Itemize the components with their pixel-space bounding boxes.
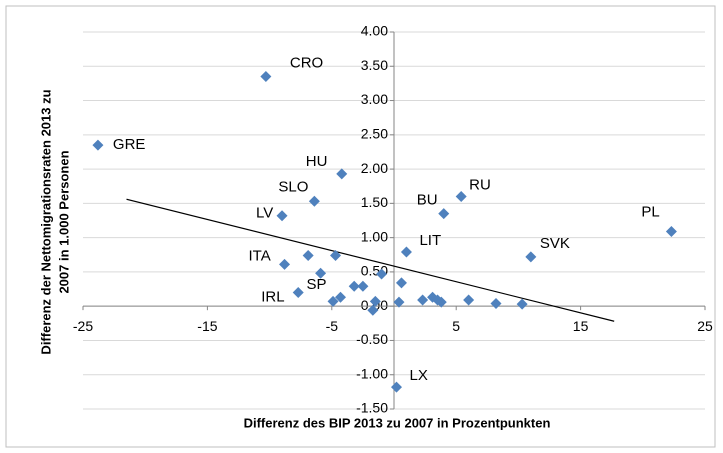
- marker: [315, 267, 327, 279]
- marker: [525, 251, 537, 263]
- x-tick-label: 5: [452, 318, 460, 334]
- point-label: CRO: [290, 55, 323, 72]
- marker: [376, 268, 388, 280]
- marker: [516, 298, 528, 310]
- x-tick-label: 15: [573, 318, 589, 334]
- marker: [335, 291, 347, 303]
- y-axis-title-line: Differenz der Nettomigrationsraten 2013 …: [38, 89, 53, 354]
- x-axis-title: Differenz des BIP 2013 zu 2007 in Prozen…: [244, 415, 551, 430]
- marker: [348, 280, 360, 292]
- marker: [327, 295, 339, 307]
- y-tick-label: 2.00: [361, 160, 388, 176]
- y-axis-title-line: 2007 in 1.000 Personen: [56, 150, 71, 293]
- marker: [417, 294, 429, 306]
- marker: [455, 191, 467, 203]
- marker: [400, 246, 412, 258]
- point-label: LV: [256, 205, 273, 222]
- point-label: SLO: [278, 178, 308, 195]
- marker: [490, 297, 502, 309]
- point-label: LX: [409, 367, 427, 384]
- chart-border: [5, 5, 716, 448]
- marker: [308, 195, 320, 207]
- point-label: ITA: [249, 247, 271, 264]
- marker: [330, 249, 342, 261]
- trendline: [126, 198, 615, 322]
- marker: [302, 249, 314, 261]
- point-label: RU: [469, 176, 491, 193]
- y-axis-title: Differenz der Nettomigrationsraten 2013 …: [38, 89, 71, 354]
- point-label: SP: [307, 276, 327, 293]
- marker: [367, 304, 379, 316]
- point-label: BU: [417, 192, 438, 209]
- y-tick-label: 1.00: [361, 228, 388, 244]
- y-tick-label: 2.50: [361, 126, 388, 142]
- marker: [438, 208, 450, 220]
- y-tick-label: -0.50: [356, 331, 388, 347]
- point-label: PL: [641, 203, 659, 220]
- marker: [336, 168, 348, 180]
- marker: [276, 210, 288, 222]
- marker: [463, 294, 475, 306]
- marker: [357, 280, 369, 292]
- y-tick-label: 3.00: [361, 91, 388, 107]
- y-tick-label: -1.50: [356, 400, 388, 416]
- point-label: LIT: [419, 232, 441, 249]
- x-tick-label: -25: [73, 318, 93, 334]
- y-tick-label: 4.00: [361, 23, 388, 39]
- marker: [260, 71, 272, 83]
- marker: [393, 296, 405, 308]
- point-label: IRL: [261, 288, 284, 305]
- marker: [369, 295, 381, 307]
- x-tick-label: -15: [197, 318, 217, 334]
- y-tick-label: 3.50: [361, 57, 388, 73]
- x-tick-label: 25: [697, 318, 713, 334]
- point-label: GRE: [113, 136, 146, 153]
- marker: [292, 286, 304, 298]
- y-tick-label: 1.50: [361, 194, 388, 210]
- point-label: SVK: [540, 235, 570, 252]
- y-tick-label: -1.00: [356, 365, 388, 381]
- marker: [279, 258, 291, 270]
- marker: [435, 296, 447, 308]
- marker: [395, 277, 407, 289]
- point-label: HU: [306, 153, 328, 170]
- marker: [390, 381, 402, 393]
- marker: [665, 225, 677, 237]
- x-tick-label: -5: [326, 318, 339, 334]
- marker: [92, 139, 104, 151]
